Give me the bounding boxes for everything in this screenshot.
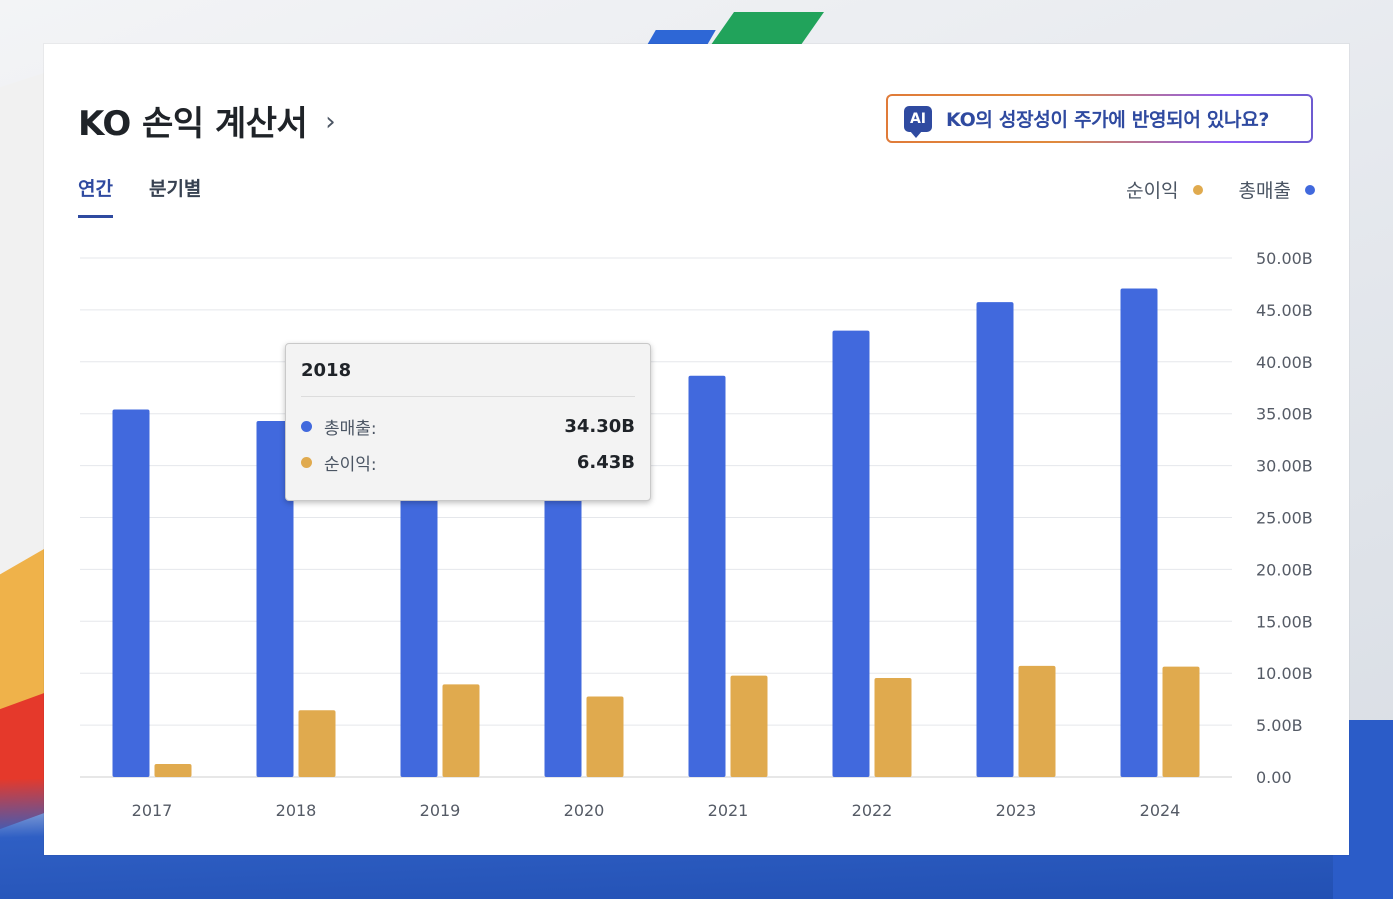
legend-item-net-income[interactable]: 순이익 [1126,176,1203,203]
tooltip-year: 2018 [301,360,352,381]
bar-net-income [154,764,192,777]
bar-net-income [442,684,480,777]
x-tick-label: 2017 [132,801,173,820]
y-tick-label: 40.00B [1256,353,1313,372]
y-tick-label: 25.00B [1256,509,1313,528]
chevron-right-icon[interactable]: › [325,106,336,137]
legend-dot-icon [1192,184,1203,195]
bar-revenue [544,434,582,777]
bar-revenue [976,302,1014,777]
x-tick-label: 2018 [276,801,317,820]
title-text: KO 손익 계산서 [78,104,308,144]
y-tick-label: 20.00B [1256,560,1313,579]
ai-chat-icon: AI [904,105,932,138]
ai-question-button[interactable]: AI KO의 성장성이 주가에 반영되어 있나요? [886,94,1313,143]
y-tick-label: 5.00B [1256,716,1303,735]
series-dot-icon [301,457,312,468]
bar-net-income [730,675,768,777]
chart-tooltip: 2018 총매출: 34.30B 순이익: 6.43B [285,343,651,501]
tooltip-value: 34.30B [564,416,635,437]
x-tick-label: 2020 [564,801,605,820]
tooltip-divider [301,396,635,397]
bar-revenue [688,375,726,777]
legend-dot-icon [1305,184,1315,195]
tooltip-row-net-income: 순이익: 6.43B [301,450,635,475]
legend-label: 총매출 [1238,180,1291,202]
tooltip-label: 총매출: [324,419,377,439]
bar-chart: 0.00 5.00B 10.00B 15.00B 20.00B 25.00B 30.00B 3… [80,249,1313,820]
series-dot-icon [301,421,312,432]
legend-item-revenue[interactable]: 총매출 [1239,176,1315,203]
y-tick-label: 50.00B [1256,249,1313,268]
tooltip-label: 순이익: [324,455,377,475]
period-tabs: 연간 분기별 [78,174,201,218]
x-tick-label: 2022 [852,801,893,820]
y-tick-label: 15.00B [1256,612,1313,631]
y-tick-label: 30.00B [1256,457,1313,476]
ai-question-text: KO의 성장성이 주가에 반영되어 있나요? [946,109,1270,131]
y-tick-label: 10.00B [1256,664,1313,683]
bar-revenue [256,420,294,777]
bar-net-income [874,677,912,777]
tooltip-row-revenue: 총매출: 34.30B [301,414,635,439]
y-tick-label: 0.00 [1256,768,1292,787]
legend-label: 순이익 [1126,180,1179,202]
tab-annual[interactable]: 연간 [78,174,113,218]
x-tick-label: 2021 [708,801,749,820]
bar-revenue [1120,288,1158,777]
income-statement-card: KO 손익 계산서 › AI KO의 성장성이 주가에 반영되어 있나요? 연간… [44,44,1349,855]
chart-legend: 순이익 총매출 [1126,176,1315,203]
bar-net-income [1018,665,1056,777]
page-title[interactable]: KO 손익 계산서 › [78,96,336,145]
bar-net-income [1162,666,1200,777]
x-tick-label: 2023 [996,801,1037,820]
bar-net-income [586,696,624,777]
tab-quarterly[interactable]: 분기별 [148,178,202,200]
y-tick-label: 35.00B [1256,405,1313,424]
x-tick-label: 2024 [1140,801,1181,820]
x-tick-label: 2019 [420,801,461,820]
bar-net-income [298,710,336,777]
bar-revenue [832,330,870,777]
y-tick-label: 45.00B [1256,301,1313,320]
bar-revenue [112,409,150,777]
tooltip-value: 6.43B [576,452,635,473]
